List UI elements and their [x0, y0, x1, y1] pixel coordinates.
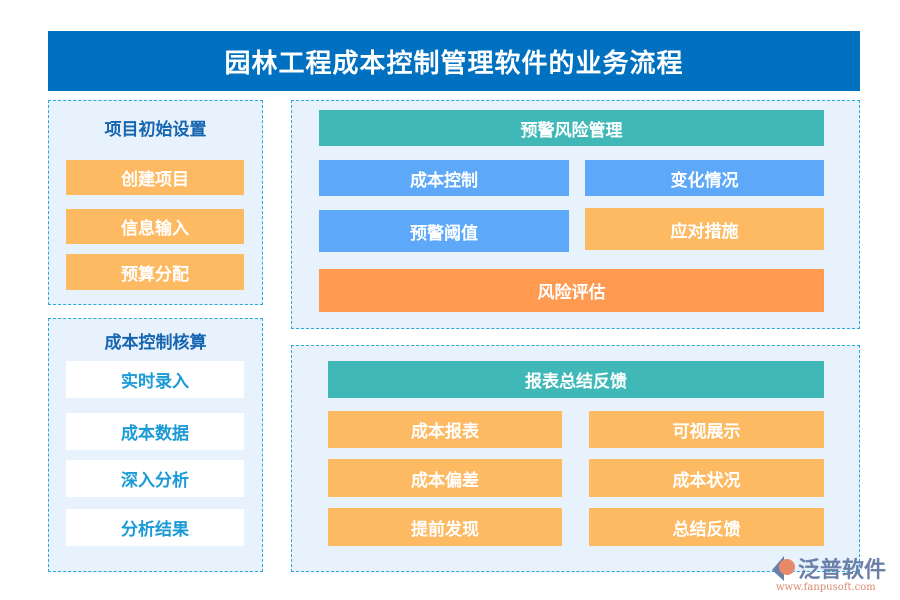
step-box: 成本数据 [66, 413, 244, 450]
step-box: 提前发现 [328, 508, 562, 546]
step-box: 实时录入 [66, 361, 244, 398]
logo-mark-icon [772, 556, 795, 581]
logo-name: 泛普软件 [798, 558, 887, 583]
logo-url: www.fanpusoft.com [776, 582, 876, 593]
step-box: 预警阈值 [319, 210, 569, 252]
step-box: 深入分析 [66, 460, 244, 497]
step-box: 总结反馈 [589, 508, 824, 546]
section-header: 预警风险管理 [319, 110, 824, 146]
step-box: 成本控制 [319, 160, 569, 196]
step-box: 信息输入 [66, 209, 244, 244]
step-box: 成本状况 [589, 459, 824, 497]
step-box: 可视展示 [589, 411, 824, 448]
section-header: 报表总结反馈 [328, 361, 824, 398]
panel-title: 项目初始设置 [104, 120, 207, 140]
step-box: 创建项目 [66, 160, 244, 195]
fanpu-logo: 泛普软件 www.fanpusoft.com [770, 552, 895, 597]
step-box: 预算分配 [66, 254, 244, 290]
step-box: 成本报表 [328, 411, 562, 448]
risk-assessment-box: 风险评估 [319, 269, 824, 312]
step-box: 应对措施 [585, 208, 824, 250]
panel-title: 成本控制核算 [104, 333, 207, 353]
page-title: 园林工程成本控制管理软件的业务流程 [48, 31, 860, 91]
step-box: 分析结果 [66, 509, 244, 546]
step-box: 变化情况 [585, 160, 824, 196]
step-box: 成本偏差 [328, 459, 562, 497]
